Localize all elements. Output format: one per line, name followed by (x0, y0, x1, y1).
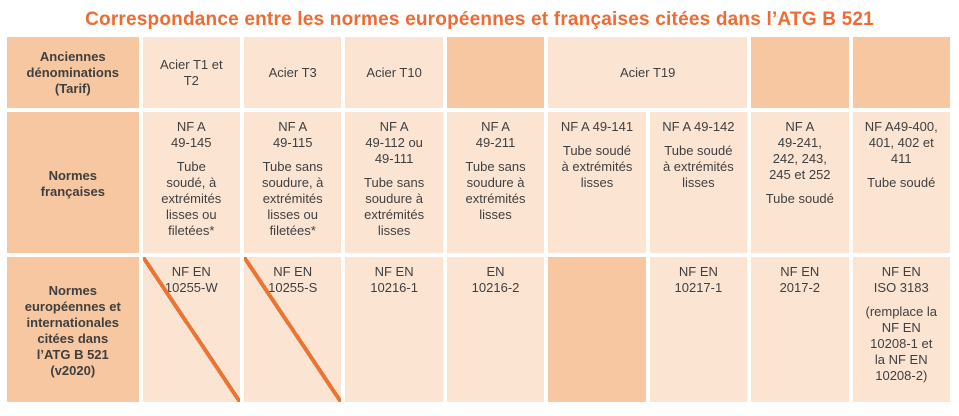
row-header-european-norms: Normes européennes et internationales ci… (7, 257, 139, 402)
cell-acier-t10: Acier T10 (345, 37, 443, 108)
row-old-denominations: Anciennes dénominations (Tarif) Acier T1… (7, 37, 950, 108)
norm-code: NF EN 10255-S (268, 264, 318, 295)
norm-description: (remplace la NF EN 10208-1 et la NF EN 1… (865, 304, 938, 383)
cell-acier-t3: Acier T3 (243, 37, 342, 108)
cell-empty-r1c4 (446, 37, 545, 108)
norm-code: NF A 49-142 (662, 119, 735, 134)
row-european-norms: Normes européennes et internationales ci… (7, 257, 950, 402)
norm-code: NF EN 10216-1 (370, 264, 418, 295)
norm-description: Tube sans soudure à extrémités lisses (364, 175, 425, 238)
norm-code: NF EN 2017-2 (779, 264, 821, 295)
cell-acier-t1-t2: Acier T1 et T2 (142, 37, 240, 108)
cell-nfa-49-211: NF A 49-211 Tube sans soudure à extrémit… (446, 112, 545, 253)
norm-code: NF A 49-141 (560, 119, 634, 134)
row-header-french-norms: Normes françaises (7, 112, 139, 253)
cell-nfen-10255-w: NF EN 10255-W (142, 257, 240, 402)
cell-nfa-49-112: NF A 49-112 ou 49-111 Tube sans soudure … (345, 112, 443, 253)
norm-code: NF EN 10255-W (164, 264, 218, 295)
cell-acier-t1-t2-label: Acier T1 et T2 (159, 56, 223, 88)
norm-code: NF A 49-112 ou 49-111 (365, 119, 423, 166)
cell-acier-t10-label: Acier T10 (366, 64, 422, 80)
cell-empty-r1c7 (751, 37, 849, 108)
cell-empty-r1c8 (852, 37, 950, 108)
cell-empty-r3c5 (548, 257, 646, 402)
cell-acier-t19-label: Acier T19 (619, 64, 676, 80)
cell-acier-t19: Acier T19 (548, 37, 748, 108)
cell-en-10216-2: EN 10216-2 (446, 257, 545, 402)
norm-description: Tube soudé à extrémités lisses (662, 143, 734, 190)
row-french-norms: Normes françaises NF A 49-145 Tube soudé… (7, 112, 950, 253)
cell-nfa-49-142: NF A 49-142 Tube soudé à extrémités liss… (649, 112, 748, 253)
cell-nfen-10216-1: NF EN 10216-1 (345, 257, 443, 402)
cell-nfa-49-400: NF A49-400, 401, 402 et 411 Tube soudé (852, 112, 950, 253)
norm-code: EN 10216-2 (471, 264, 520, 295)
cell-acier-t3-label: Acier T3 (268, 64, 317, 80)
norm-code: NF A 49-211 (475, 119, 516, 150)
norm-code: NF A49-400, 401, 402 et 411 (864, 119, 938, 166)
cell-nfen-10217-1: NF EN 10217-1 (649, 257, 748, 402)
cell-nfen-10255-s: NF EN 10255-S (243, 257, 342, 402)
cell-nfa-49-145: NF A 49-145 Tube soudé, à extrémités lis… (142, 112, 240, 253)
norm-code: NF EN ISO 3183 (873, 264, 929, 295)
norm-description: Tube soudé, à extrémités lisses ou filet… (161, 159, 222, 238)
page-title: Correspondance entre les normes européen… (85, 9, 874, 30)
row-header-european-norms-label: Normes européennes et internationales ci… (24, 283, 121, 378)
norm-description: Tube sans soudure à extrémités lisses (465, 159, 526, 222)
row-header-old-denominations-label: Anciennes dénominations (Tarif) (26, 48, 119, 96)
row-header-french-norms-label: Normes françaises (40, 168, 105, 199)
norm-code: NF A 49-241, 242, 243, 245 et 252 (769, 119, 831, 182)
norm-code: NF A 49-115 (272, 119, 313, 150)
cell-nfen-2017-2: NF EN 2017-2 (751, 257, 849, 402)
norm-code: NF EN 10217-1 (674, 264, 723, 295)
cell-nfa-49-115: NF A 49-115 Tube sans soudure, à extrémi… (243, 112, 342, 253)
cell-nfa-49-141: NF A 49-141 Tube soudé à extrémités liss… (548, 112, 646, 253)
norm-description: Tube soudé (765, 191, 834, 206)
norm-description: Tube sans soudure, à extrémités lisses o… (261, 159, 324, 238)
cell-nfen-iso-3183: NF EN ISO 3183 (remplace la NF EN 10208-… (852, 257, 950, 402)
row-header-old-denominations: Anciennes dénominations (Tarif) (7, 37, 139, 108)
norms-correspondence-table: Anciennes dénominations (Tarif) Acier T1… (3, 33, 954, 406)
norm-description: Tube soudé à extrémités lisses (561, 143, 633, 190)
norm-code: NF A 49-145 (171, 119, 212, 150)
norm-description: Tube soudé (867, 175, 936, 190)
cell-nfa-49-241: NF A 49-241, 242, 243, 245 et 252 Tube s… (751, 112, 849, 253)
